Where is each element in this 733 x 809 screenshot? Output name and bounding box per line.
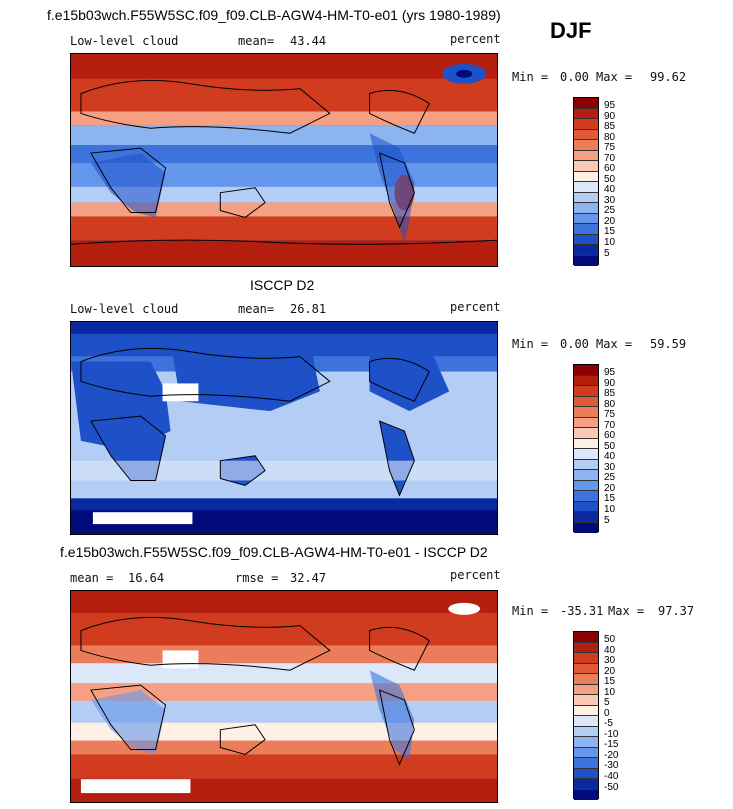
diff-rmse-value: 32.47: [290, 571, 327, 585]
diff-cb-label: 0: [604, 708, 610, 719]
obs-cb-label: 90: [604, 378, 616, 389]
diff-max-value: 97.37: [658, 604, 695, 618]
model-cb-label: 25: [604, 205, 616, 216]
diff-mean-label: mean =: [70, 571, 114, 585]
model-max-label: Max =: [596, 70, 633, 84]
model-unit: percent: [450, 32, 501, 46]
obs-cb-label: 25: [604, 472, 616, 483]
obs-cb-label: 15: [604, 493, 616, 504]
obs-cb-label: 20: [604, 483, 616, 494]
obs-cb-label: 85: [604, 388, 616, 399]
model-max-value: 99.62: [650, 70, 687, 84]
diff-cb-label: -30: [604, 760, 619, 771]
model-cb-label: 15: [604, 226, 616, 237]
model-min-value: 0.00: [560, 70, 589, 84]
model-cb-label: 50: [604, 174, 616, 185]
obs-cb-label: 70: [604, 420, 616, 431]
obs-mean-value: 26.81: [290, 302, 327, 316]
diff-min-label: Min =: [512, 604, 549, 618]
model-cb-label: 10: [604, 237, 616, 248]
model-min-label: Min =: [512, 70, 549, 84]
obs-cb-label: 75: [604, 409, 616, 420]
model-cb-label: 60: [604, 163, 616, 174]
model-colorbar: [573, 97, 599, 266]
diff-cb-label: 10: [604, 687, 616, 698]
diff-cloud-map: [70, 590, 498, 803]
obs-max-label: Max =: [596, 337, 633, 351]
model-cb-label: 90: [604, 111, 616, 122]
diff-cb-label: -15: [604, 739, 619, 750]
obs-cb-label: 10: [604, 504, 616, 515]
obs-min-label: Min =: [512, 337, 549, 351]
model-cb-label: 80: [604, 132, 616, 143]
diff-colorbar: [573, 631, 599, 800]
diff-cb-label: 15: [604, 676, 616, 687]
obs-cb-label: 40: [604, 451, 616, 462]
diff-cb-label: 20: [604, 666, 616, 677]
model-cb-label: 40: [604, 184, 616, 195]
obs-max-value: 59.59: [650, 337, 687, 351]
model-mean-value: 43.44: [290, 34, 327, 48]
model-cloud-map: [70, 53, 498, 267]
obs-unit: percent: [450, 300, 501, 314]
diff-cb-label: -20: [604, 750, 619, 761]
model-mean-label: mean=: [238, 34, 275, 48]
model-cb-label: 75: [604, 142, 616, 153]
obs-min-value: 0.00: [560, 337, 589, 351]
diff-cb-label: 50: [604, 634, 616, 645]
obs-cb-label: 5: [604, 515, 610, 526]
page-title: f.e15b03wch.F55W5SC.f09_f09.CLB-AGW4-HM-…: [47, 7, 501, 23]
obs-field-label: Low-level cloud: [70, 302, 179, 316]
diff-title: f.e15b03wch.F55W5SC.f09_f09.CLB-AGW4-HM-…: [60, 544, 488, 560]
model-cb-label: 20: [604, 216, 616, 227]
obs-cloud-map: [70, 321, 498, 535]
diff-cb-label: -40: [604, 771, 619, 782]
diff-min-value: -35.31: [560, 604, 604, 618]
diff-rmse-label: rmse =: [235, 571, 279, 585]
diff-cb-label: -50: [604, 782, 619, 793]
model-cb-label: 85: [604, 121, 616, 132]
model-cb-label: 70: [604, 153, 616, 164]
obs-cb-label: 60: [604, 430, 616, 441]
obs-cb-label: 30: [604, 462, 616, 473]
diff-cb-label: 30: [604, 655, 616, 666]
model-cb-label: 95: [604, 100, 616, 111]
season-label: DJF: [550, 18, 592, 43]
diff-max-label: Max =: [608, 604, 645, 618]
obs-cb-label: 50: [604, 441, 616, 452]
diff-cb-label: -10: [604, 729, 619, 740]
diff-cb-label: 5: [604, 697, 610, 708]
model-cb-label: 5: [604, 248, 610, 259]
model-cb-label: 30: [604, 195, 616, 206]
diff-cb-label: -5: [604, 718, 613, 729]
obs-title: ISCCP D2: [250, 277, 315, 293]
obs-colorbar: [573, 364, 599, 533]
obs-cb-label: 95: [604, 367, 616, 378]
diff-unit: percent: [450, 568, 501, 582]
diff-mean-value: 16.64: [128, 571, 165, 585]
model-field-label: Low-level cloud: [70, 34, 179, 48]
obs-mean-label: mean=: [238, 302, 275, 316]
diff-cb-label: 40: [604, 645, 616, 656]
obs-cb-label: 80: [604, 399, 616, 410]
